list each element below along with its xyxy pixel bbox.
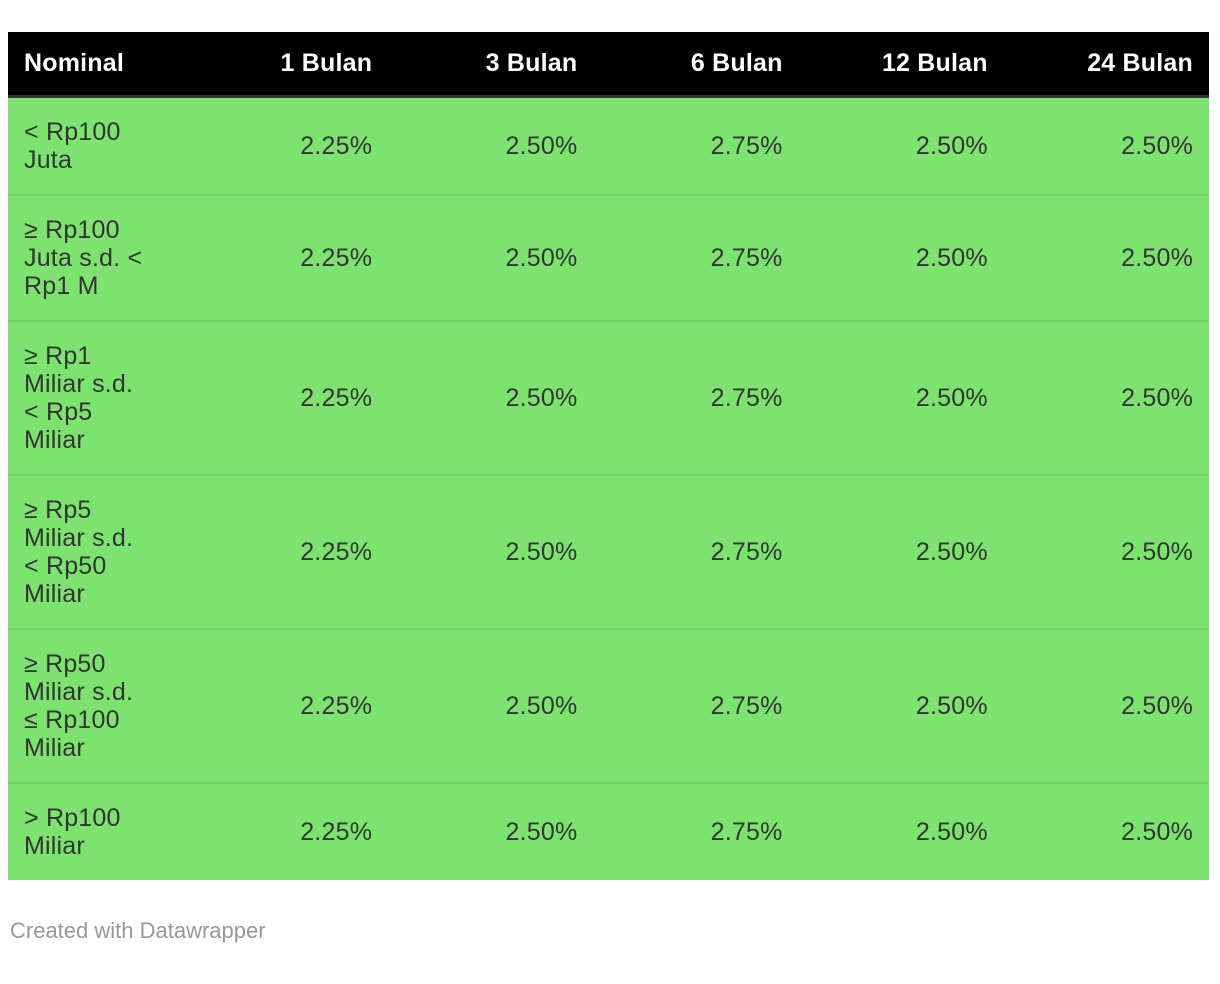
rate-cell: 2.25% <box>183 96 389 195</box>
rate-cell: 2.25% <box>183 194 389 321</box>
table-row: ≥ Rp100 Juta s.d. < Rp1 M 2.25% 2.50% 2.… <box>8 194 1209 321</box>
row-label-cell: ≥ Rp5 Miliar s.d. < Rp50 Miliar <box>8 474 183 629</box>
rate-cell: 2.75% <box>593 628 799 783</box>
deposit-rates-table-container: Nominal 1 Bulan 3 Bulan 6 Bulan 12 Bulan… <box>8 32 1209 944</box>
rate-cell: 2.50% <box>388 782 594 880</box>
rate-cell: 2.50% <box>1003 96 1209 195</box>
rate-cell: 2.75% <box>593 320 799 475</box>
rate-cell: 2.50% <box>388 96 594 195</box>
table-row: ≥ Rp1 Miliar s.d. < Rp5 Miliar 2.25% 2.5… <box>8 320 1209 475</box>
rate-cell: 2.75% <box>593 782 799 880</box>
table-row: > Rp100 Miliar 2.25% 2.50% 2.75% 2.50% 2… <box>8 782 1209 880</box>
datawrapper-credit-link[interactable]: Created with Datawrapper <box>10 918 266 943</box>
rate-cell: 2.75% <box>593 194 799 321</box>
rate-cell: 2.50% <box>1003 474 1209 629</box>
rate-cell: 2.50% <box>388 628 594 783</box>
header-cell-nominal: Nominal <box>8 32 183 98</box>
row-label-cell: ≥ Rp1 Miliar s.d. < Rp5 Miliar <box>8 320 183 475</box>
footer-credit: Created with Datawrapper <box>10 918 1209 944</box>
deposit-rates-table: Nominal 1 Bulan 3 Bulan 6 Bulan 12 Bulan… <box>8 32 1209 880</box>
rate-cell: 2.50% <box>388 320 594 475</box>
rate-cell: 2.50% <box>798 782 1004 880</box>
row-label-cell: > Rp100 Miliar <box>8 782 183 880</box>
header-cell-3-bulan: 3 Bulan <box>388 32 594 98</box>
rate-cell: 2.50% <box>388 474 594 629</box>
rate-cell: 2.50% <box>798 628 1004 783</box>
rate-cell: 2.50% <box>798 194 1004 321</box>
row-label-cell: ≥ Rp100 Juta s.d. < Rp1 M <box>8 194 183 321</box>
rate-cell: 2.50% <box>388 194 594 321</box>
table-row: ≥ Rp5 Miliar s.d. < Rp50 Miliar 2.25% 2.… <box>8 474 1209 629</box>
row-label-cell: < Rp100 Juta <box>8 96 183 195</box>
table-row: ≥ Rp50 Miliar s.d. ≤ Rp100 Miliar 2.25% … <box>8 628 1209 783</box>
table-row: < Rp100 Juta 2.25% 2.50% 2.75% 2.50% 2.5… <box>8 96 1209 195</box>
rate-cell: 2.25% <box>183 782 389 880</box>
rate-cell: 2.25% <box>183 320 389 475</box>
header-cell-12-bulan: 12 Bulan <box>798 32 1004 98</box>
row-label-cell: ≥ Rp50 Miliar s.d. ≤ Rp100 Miliar <box>8 628 183 783</box>
table-header-row: Nominal 1 Bulan 3 Bulan 6 Bulan 12 Bulan… <box>8 32 1209 98</box>
rate-cell: 2.50% <box>1003 782 1209 880</box>
rate-cell: 2.75% <box>593 96 799 195</box>
rate-cell: 2.50% <box>798 474 1004 629</box>
header-cell-24-bulan: 24 Bulan <box>1003 32 1209 98</box>
rate-cell: 2.50% <box>798 96 1004 195</box>
rate-cell: 2.25% <box>183 628 389 783</box>
rate-cell: 2.50% <box>1003 320 1209 475</box>
rate-cell: 2.50% <box>1003 628 1209 783</box>
header-cell-6-bulan: 6 Bulan <box>593 32 799 98</box>
rate-cell: 2.75% <box>593 474 799 629</box>
rate-cell: 2.50% <box>798 320 1004 475</box>
header-cell-1-bulan: 1 Bulan <box>183 32 389 98</box>
rate-cell: 2.25% <box>183 474 389 629</box>
rate-cell: 2.50% <box>1003 194 1209 321</box>
